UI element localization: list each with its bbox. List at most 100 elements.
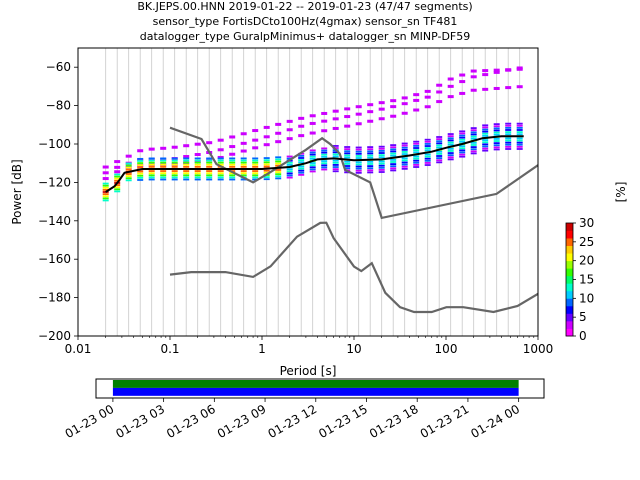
density-cell: [286, 176, 293, 179]
density-cell: [367, 154, 374, 157]
density-cell: [171, 163, 178, 166]
density-cell: [332, 153, 339, 156]
density-cell: [390, 154, 397, 157]
band-cell: [114, 160, 121, 164]
density-cell: [321, 160, 328, 162]
density-cell: [413, 151, 420, 154]
density-cell: [401, 153, 408, 155]
density-cell: [401, 144, 408, 147]
band-cell: [390, 114, 397, 118]
band-cell: [102, 171, 109, 175]
band-cell: [298, 124, 305, 128]
y-axis-label: Power [dB]: [10, 159, 24, 224]
density-cell: [378, 162, 385, 165]
density-cell: [344, 146, 351, 148]
density-cell: [470, 152, 477, 155]
density-cell: [148, 170, 155, 172]
band-cell: [367, 110, 374, 114]
density-cell: [298, 165, 305, 168]
density-cell: [102, 186, 109, 189]
band-cell: [229, 135, 236, 139]
density-cell: [160, 157, 167, 160]
density-cell: [298, 154, 305, 157]
density-cell: [447, 154, 454, 157]
density-cell: [482, 134, 489, 137]
band-cell: [194, 142, 201, 146]
density-cell: [332, 161, 339, 164]
density-cell: [470, 133, 477, 136]
density-cell: [459, 155, 466, 158]
mean-curve-layer: [105, 135, 524, 193]
density-cell: [516, 139, 523, 142]
colorbar-tick-label: 0: [579, 329, 587, 343]
band-cell: [114, 165, 121, 169]
colorbar-segment: [566, 253, 573, 262]
density-cell: [493, 140, 500, 142]
density-cell: [194, 157, 201, 160]
density-cell: [401, 142, 408, 145]
density-cell: [493, 125, 500, 128]
density-cell: [160, 159, 167, 162]
density-cell: [298, 167, 305, 170]
density-cell: [114, 184, 121, 186]
density-cell: [240, 170, 247, 172]
band-cell: [275, 131, 282, 135]
density-cell: [482, 128, 489, 131]
density-cell: [378, 160, 385, 163]
density-cell: [194, 172, 201, 175]
density-cell: [321, 168, 328, 171]
density-cell: [148, 159, 155, 162]
density-cell: [436, 146, 443, 149]
density-cell: [367, 150, 374, 153]
density-cell: [183, 174, 190, 177]
density-cell: [378, 166, 385, 169]
density-cell: [240, 178, 247, 181]
density-cell: [367, 165, 374, 167]
density-cell: [194, 170, 201, 172]
title-line-3: datalogger_type GuralpMinimus+ datalogge…: [140, 30, 471, 43]
band-cell: [240, 132, 247, 136]
density-cell: [217, 159, 224, 162]
density-cell: [125, 162, 132, 165]
band-cell: [309, 114, 316, 118]
density-cell: [413, 159, 420, 162]
colorbar-tick-label: 10: [579, 291, 594, 305]
band-cell: [321, 111, 328, 115]
density-cell: [102, 191, 109, 193]
density-cell: [263, 178, 270, 181]
density-cell: [148, 178, 155, 181]
density-cell: [332, 151, 339, 154]
density-cell: [378, 145, 385, 148]
density-cell: [148, 163, 155, 166]
density-cell: [424, 162, 431, 164]
x-tick-label: 0.01: [65, 342, 92, 356]
density-cell: [183, 178, 190, 181]
density-cell: [355, 157, 362, 159]
density-cell: [505, 129, 512, 131]
colorbar-segment: [566, 328, 573, 337]
density-cell: [344, 171, 351, 174]
density-cell: [148, 172, 155, 175]
x-axis-label: Period [s]: [280, 364, 337, 378]
band-cell: [286, 137, 293, 141]
density-cell: [505, 148, 512, 150]
band-cell: [275, 140, 282, 144]
density-cell: [505, 131, 512, 133]
density-cell: [148, 157, 155, 160]
density-cell: [114, 188, 121, 191]
noise-models: [169, 126, 538, 314]
density-cell: [160, 163, 167, 166]
y-tick-label: −60: [46, 60, 71, 74]
density-cell: [240, 161, 247, 164]
density-cell: [390, 152, 397, 155]
colorbar-tick-label: 20: [579, 254, 594, 268]
density-cell: [493, 148, 500, 151]
density-cell: [390, 148, 397, 151]
band-cell: [240, 149, 247, 153]
density-cell: [470, 146, 477, 148]
density-cell: [482, 147, 489, 150]
density-cell: [413, 140, 420, 143]
density-cell: [493, 146, 500, 149]
density-cell: [286, 172, 293, 175]
y-tick-label: −100: [38, 137, 71, 151]
